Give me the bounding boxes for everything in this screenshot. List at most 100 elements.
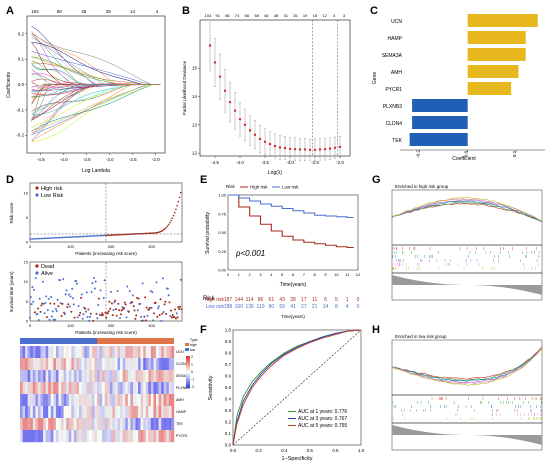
heatmap-cell [104, 346, 108, 359]
enrichment-curve [391, 346, 543, 380]
heat-legend-tick: 1 [191, 363, 193, 367]
heatmap-cell [158, 394, 162, 407]
heatmap-cell [120, 430, 123, 443]
panel-a-coefficient-paths [31, 25, 161, 142]
heatmap-cell [89, 418, 93, 431]
heatmap-cell [35, 430, 39, 443]
heatmap-cell [161, 430, 164, 443]
panel-e-legend-title: Risk [226, 184, 235, 189]
heatmap-cell [61, 418, 64, 431]
heatmap-cell [22, 382, 26, 395]
x-tick-label: 100 [67, 323, 74, 328]
survival-point [62, 278, 65, 281]
panel-d-survival-points [29, 276, 183, 322]
heatmap-cell [153, 394, 157, 407]
heatmap-cell [158, 418, 162, 431]
survival-point [80, 293, 83, 296]
heatmap-cell [166, 358, 170, 371]
risk-count: 27 [301, 304, 307, 310]
heatmap-cell [150, 394, 154, 407]
legend-label: AUC at 1 years: 0.776 [298, 409, 347, 415]
heatmap-cell [132, 406, 136, 419]
panel-c-gene-labels: UCN HAMP SEMA3A AMH PYCR1 PLXNB3 CLDN4 TEK [382, 19, 403, 144]
heatmap-cell [45, 370, 49, 383]
heatmap-cell [71, 418, 75, 431]
heatmap-cell [138, 346, 141, 359]
heatmap-cell [148, 370, 152, 383]
x-tick-label: 0.0 [464, 150, 469, 157]
risk-point [160, 230, 163, 233]
heatmap-cell [114, 430, 118, 443]
heatmap-cell [102, 418, 105, 431]
heatmap-cell [104, 418, 108, 431]
heatmap-cell [40, 394, 44, 407]
x-tick-label: -2.5 [129, 157, 137, 162]
heatmap-cell [153, 358, 157, 371]
deviance-point [323, 148, 327, 151]
panel-f-y-ticks: 0.0 0.1 0.2 0.3 0.4 0.5 0.6 0.7 0.8 0.9 1.0 [225, 328, 232, 448]
panel-f-xlabel: 1−Specificity [281, 456, 312, 462]
risk-point [149, 232, 152, 235]
risk-point [154, 232, 157, 234]
coefficient-path [31, 32, 161, 85]
heatmap-cell [79, 370, 82, 383]
risk-point [87, 235, 90, 238]
heatmap-cell [58, 430, 62, 443]
survival-point [54, 307, 57, 310]
heatmap-cell [91, 370, 95, 383]
heatmap-cell [63, 394, 67, 407]
heatmap-cell [84, 346, 87, 359]
risk-point [107, 234, 109, 237]
risk-point [63, 236, 65, 239]
panel-b-deviance-points [208, 19, 342, 161]
x-tick-label: 11 [345, 272, 350, 277]
top-tick-label: 91 [215, 13, 220, 18]
deviance-point [248, 129, 252, 132]
risk-point [75, 236, 78, 238]
panel-b-xlabel: Log(λ) [268, 170, 283, 176]
heatmap-cell [45, 346, 49, 359]
survival-point [118, 309, 121, 312]
survival-point [155, 281, 158, 284]
heatmap-cell [61, 358, 64, 371]
heatmap-cell [107, 394, 111, 407]
heatmap-cell [68, 370, 72, 383]
survival-point [94, 280, 97, 283]
risk-point [153, 232, 155, 234]
heatmap-cell [48, 430, 51, 443]
heatmap-cell [117, 418, 121, 431]
survival-point [64, 293, 67, 296]
survival-point [151, 291, 154, 294]
heat-legend-tick: 0 [191, 370, 193, 374]
survival-point [161, 277, 164, 280]
survival-point [33, 311, 36, 314]
top-tick-label: 16 [313, 13, 318, 18]
panel-f-x-ticks: 0.0 0.2 0.4 0.6 0.8 1.0 [230, 448, 365, 453]
heatmap-cell [76, 418, 80, 431]
heatmap-cell [150, 406, 154, 419]
heatmap-cell [97, 358, 100, 371]
coefficient-path [31, 37, 161, 85]
heatmap-cell [140, 418, 144, 431]
heatmap-cell [68, 394, 72, 407]
heatmap-cell [43, 418, 46, 431]
heatmap-cell [145, 346, 149, 359]
panel-h-letter: H [372, 324, 380, 336]
coefficient-path [31, 63, 161, 85]
risk-point [148, 232, 150, 235]
heatmap-cell [120, 370, 123, 383]
heatmap-cell [161, 418, 164, 431]
survival-point [81, 317, 84, 320]
heatmap-cell [63, 406, 67, 419]
heatmap-cell [97, 406, 100, 419]
y-tick-label: 5 [26, 299, 29, 304]
heatmap-cell [138, 418, 141, 431]
heatmap-cell [32, 430, 36, 443]
survival-point [110, 290, 113, 293]
heatmap-cell [102, 394, 105, 407]
risk-point [103, 234, 105, 237]
heatmap-cell [109, 430, 113, 443]
heatmap-cell [120, 394, 123, 407]
survival-point [115, 314, 118, 317]
heatmap-cell [22, 370, 26, 383]
